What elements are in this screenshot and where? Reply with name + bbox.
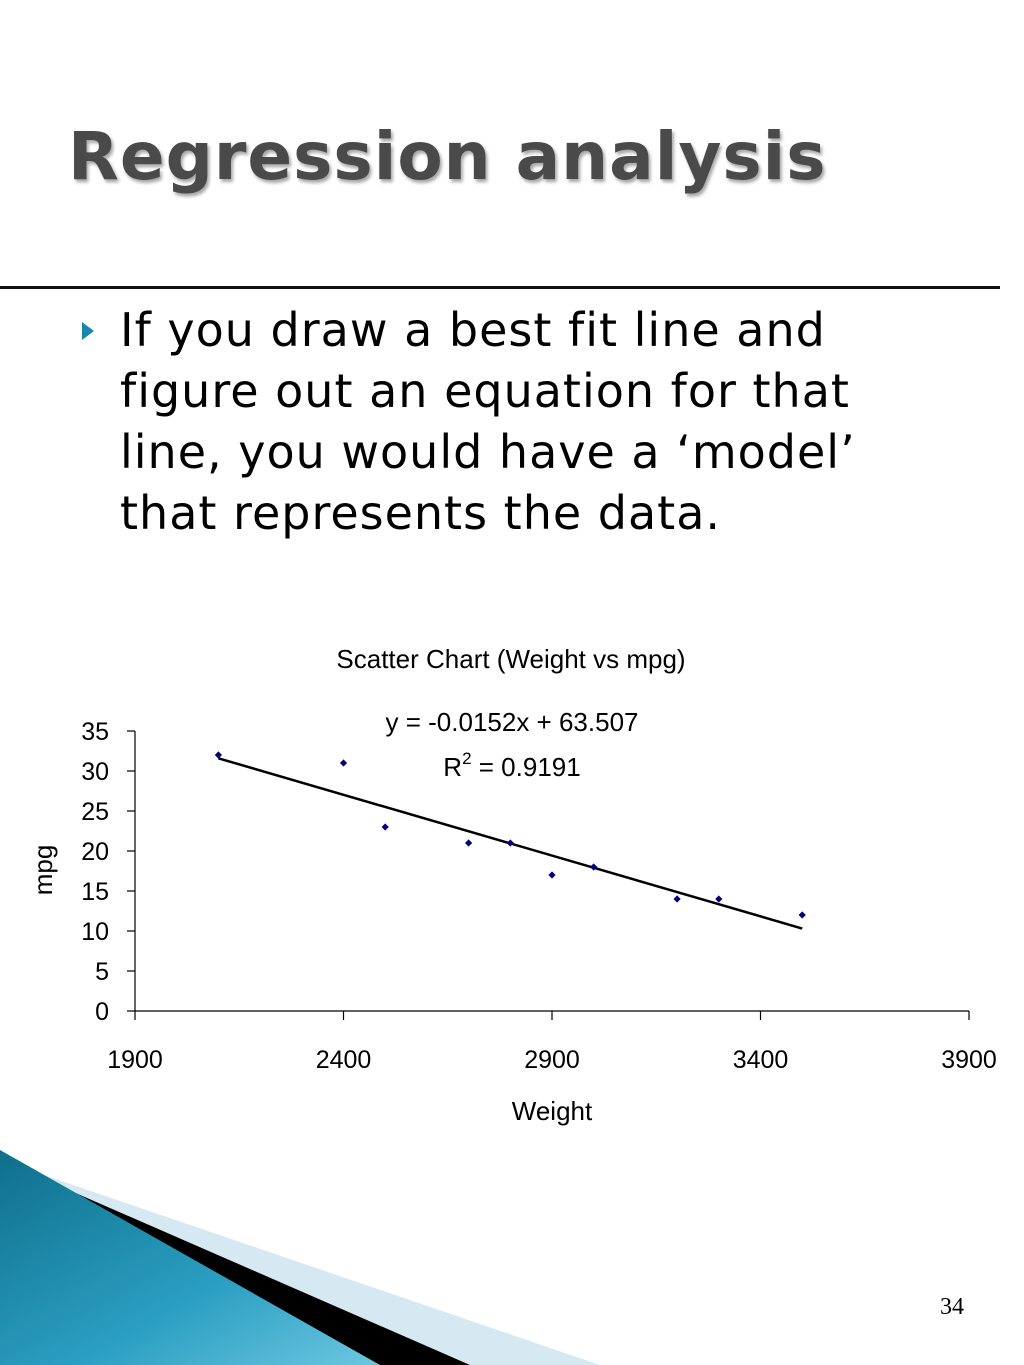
x-tick-label: 3400 bbox=[733, 1046, 789, 1074]
data-point bbox=[673, 895, 681, 903]
r-squared-label: R2 = 0.9191 bbox=[443, 749, 580, 782]
data-point bbox=[798, 911, 806, 919]
corner-decoration bbox=[0, 1150, 600, 1365]
y-axis-label: mpg bbox=[28, 845, 58, 896]
chart-title: Scatter Chart (Weight vs mpg) bbox=[336, 644, 685, 674]
r-squared-prefix: R bbox=[443, 752, 462, 782]
bullet-text: If you draw a best fit line and figure o… bbox=[120, 303, 856, 540]
x-tick-label: 1900 bbox=[107, 1046, 163, 1074]
data-point bbox=[214, 751, 222, 759]
x-tick-label: 2400 bbox=[316, 1046, 372, 1074]
x-axis: 1900 2400 2900 3400 3900 bbox=[107, 1010, 997, 1074]
page-number: 34 bbox=[940, 1294, 964, 1320]
teal-band bbox=[0, 1150, 380, 1365]
data-point bbox=[506, 839, 514, 847]
x-tick-label: 3900 bbox=[941, 1046, 997, 1074]
triangle-bullet-icon bbox=[82, 322, 94, 340]
data-point bbox=[339, 759, 348, 767]
r-squared-value: = 0.9191 bbox=[472, 752, 581, 782]
y-tick-label: 20 bbox=[81, 838, 109, 866]
x-tick-label: 2900 bbox=[524, 1046, 580, 1074]
x-axis-label: Weight bbox=[512, 1096, 593, 1126]
data-point bbox=[590, 863, 598, 871]
scatter-chart: Scatter Chart (Weight vs mpg) 0 5 10 15 20 25… bbox=[28, 644, 997, 1126]
y-tick-label: 10 bbox=[81, 918, 109, 946]
r-squared-superscript: 2 bbox=[462, 749, 471, 768]
y-tick-label: 35 bbox=[81, 718, 109, 746]
y-tick-label: 15 bbox=[81, 878, 109, 906]
y-axis: 0 5 10 15 20 25 30 35 bbox=[81, 718, 136, 1026]
y-tick-label: 30 bbox=[81, 758, 109, 786]
y-tick-label: 25 bbox=[81, 798, 109, 826]
slide-title: Regression analysis bbox=[68, 118, 827, 195]
y-tick-label: 0 bbox=[95, 998, 109, 1026]
data-points bbox=[214, 751, 806, 919]
data-point bbox=[715, 895, 723, 903]
title-divider bbox=[0, 286, 1000, 289]
data-point bbox=[465, 839, 473, 847]
y-tick-label: 5 bbox=[95, 958, 109, 986]
data-point bbox=[548, 871, 556, 879]
data-point bbox=[381, 823, 389, 831]
trendline-equation: y = -0.0152x + 63.507 bbox=[386, 707, 639, 737]
